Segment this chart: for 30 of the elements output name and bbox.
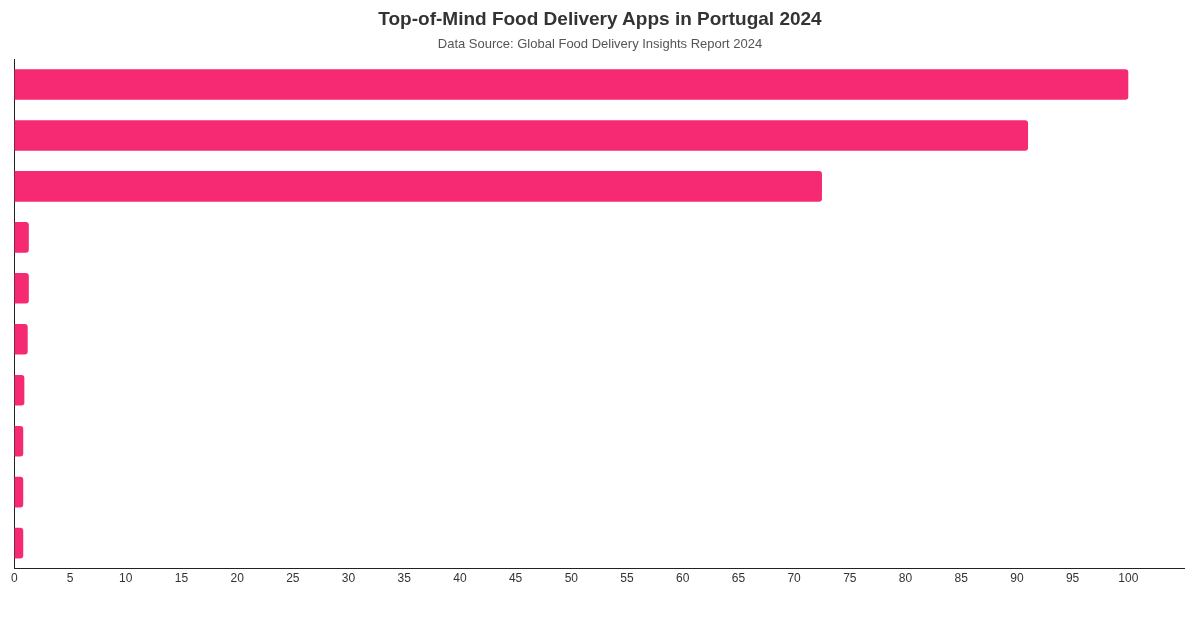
bar <box>14 171 822 202</box>
x-tick-label: 5 <box>66 571 74 586</box>
bar <box>14 120 1029 151</box>
x-tick-label: 65 <box>731 571 746 586</box>
x-tick-label: 55 <box>620 571 635 586</box>
x-tick-label: 45 <box>508 571 523 586</box>
bar <box>14 222 29 253</box>
chart-title: Top-of-Mind Food Delivery Apps in Portugal 2024 <box>377 8 823 30</box>
x-tick-label: 40 <box>453 571 467 586</box>
x-tick-label: 10 <box>119 571 133 586</box>
x-tick-label: 70 <box>787 571 802 586</box>
x-tick-label: 30 <box>341 571 356 586</box>
bar <box>14 69 1129 100</box>
x-tick-label: 85 <box>954 571 969 586</box>
x-tick-label: 25 <box>286 571 300 586</box>
x-tick-label: 0 <box>10 571 18 586</box>
bar <box>14 323 28 355</box>
bar <box>14 273 29 304</box>
x-tick-label: 100 <box>1118 571 1139 586</box>
x-tick-label: 95 <box>1065 571 1080 586</box>
x-tick-label: 50 <box>564 571 579 586</box>
x-tick-label: 75 <box>843 571 857 586</box>
chart-subtitle: Data Source: Global Food Delivery Insights Report 2024 <box>436 36 764 51</box>
bar <box>14 374 25 406</box>
x-tick-label: 80 <box>898 571 913 586</box>
x-tick-label: 90 <box>1010 571 1024 586</box>
x-tick-label: 20 <box>230 571 245 586</box>
x-tick-label: 35 <box>397 571 412 586</box>
x-tick-label: 15 <box>174 571 189 586</box>
x-tick-label: 60 <box>676 571 690 586</box>
